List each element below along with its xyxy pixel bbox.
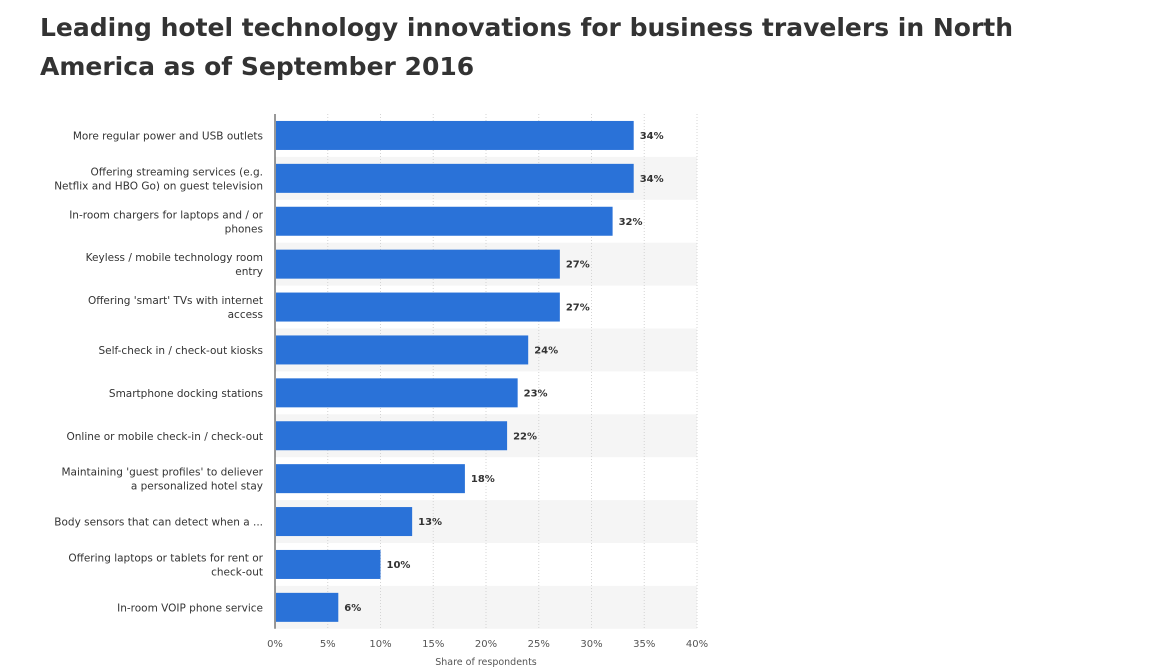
gridlines xyxy=(274,114,698,629)
value-labels: 34% 34% 32% 27% 27% 24% 23% 22% 18% 13% 10% 6% xyxy=(344,131,663,614)
x-tick-label: 5% xyxy=(320,639,336,650)
value-label: 34% xyxy=(640,131,664,142)
bar[interactable] xyxy=(276,206,613,236)
value-label: 23% xyxy=(524,388,548,399)
bar[interactable] xyxy=(276,335,529,365)
category-label: Offering 'smart' TVs with internet access xyxy=(88,295,263,321)
bar[interactable] xyxy=(276,163,634,193)
bar[interactable] xyxy=(276,249,560,279)
bar[interactable] xyxy=(276,507,413,537)
bar[interactable] xyxy=(276,592,339,622)
x-tick-label: 15% xyxy=(422,639,444,650)
chart-title: Leading hotel technology innovations for… xyxy=(40,13,1014,81)
category-label: Self-check in / check-out kiosks xyxy=(98,345,263,357)
value-label: 13% xyxy=(418,517,442,528)
category-labels: More regular power and USB outlets Offeri… xyxy=(54,130,263,614)
category-label: More regular power and USB outlets xyxy=(73,130,263,142)
x-tick-label: 30% xyxy=(580,639,602,650)
category-label: Maintaining 'guest profiles' to deliever… xyxy=(61,467,263,493)
x-tick-label: 10% xyxy=(369,639,391,650)
x-axis-title: Share of respondents xyxy=(435,657,537,668)
bar[interactable] xyxy=(276,120,634,150)
category-label: In-room VOIP phone service xyxy=(117,602,263,614)
value-label: 6% xyxy=(344,603,361,614)
x-tick-label: 40% xyxy=(686,639,708,650)
value-label: 27% xyxy=(566,303,590,314)
bar[interactable] xyxy=(276,464,465,494)
value-label: 27% xyxy=(566,260,590,271)
value-label: 10% xyxy=(387,560,411,571)
x-tick-label: 25% xyxy=(528,639,550,650)
category-label: Body sensors that can detect when a ... xyxy=(54,517,263,529)
value-label: 34% xyxy=(640,174,664,185)
bar[interactable] xyxy=(276,421,508,451)
x-tick-label: 20% xyxy=(475,639,497,650)
x-tick-label: 35% xyxy=(633,639,655,650)
value-label: 24% xyxy=(534,345,558,356)
x-tick-label: 0% xyxy=(267,639,283,650)
bar[interactable] xyxy=(276,549,381,579)
value-label: 18% xyxy=(471,474,495,485)
bars xyxy=(276,120,634,622)
value-label: 22% xyxy=(513,431,537,442)
category-label: Smartphone docking stations xyxy=(109,388,263,400)
category-label: In-room chargers for laptops and / or pho… xyxy=(69,209,263,235)
x-tick-labels: 0% 5% 10% 15% 20% 25% 30% 35% 40% xyxy=(267,639,708,650)
bar[interactable] xyxy=(276,292,560,322)
bar[interactable] xyxy=(276,378,518,408)
category-label: Online or mobile check-in / check-out xyxy=(67,431,263,443)
category-label: Keyless / mobile technology room entry xyxy=(86,252,263,278)
value-label: 32% xyxy=(619,217,643,228)
category-label: Offering streaming services (e.g. Netflix… xyxy=(54,166,263,192)
category-label: Offering laptops or tablets for rent or c… xyxy=(68,552,263,578)
